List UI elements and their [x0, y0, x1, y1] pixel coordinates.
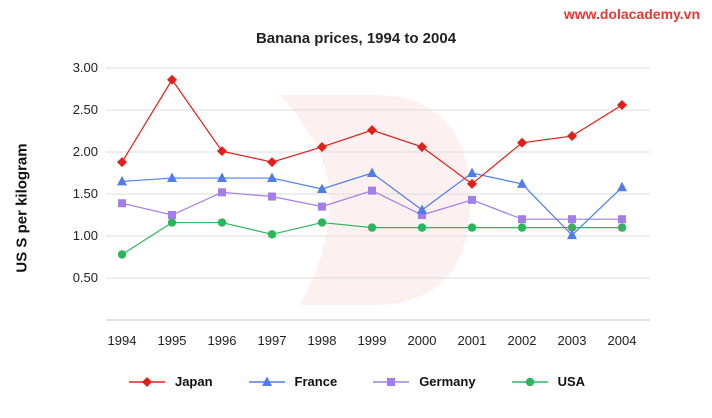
- data-point: [417, 141, 427, 152]
- legend-label: Germany: [419, 374, 476, 389]
- y-tick-labels: 3.00 2.50 2.00 1.50 1.00 0.50: [73, 60, 98, 285]
- x-tick-label: 1996: [208, 333, 237, 348]
- series-germany: [118, 186, 626, 224]
- data-point: [517, 223, 527, 232]
- legend-label: France: [294, 374, 338, 389]
- data-point: [267, 157, 277, 168]
- data-point: [568, 215, 576, 224]
- data-point: [117, 175, 127, 186]
- legend-marker-square: [387, 377, 396, 386]
- legend-item-germany: Germany: [371, 374, 476, 389]
- data-point: [517, 178, 527, 188]
- data-point: [518, 215, 526, 224]
- x-tick-label: 1995: [158, 333, 187, 348]
- data-point: [317, 141, 327, 152]
- data-point: [217, 218, 227, 227]
- legend-swatch: [248, 376, 285, 386]
- data-point: [467, 178, 477, 189]
- legend-swatch: [128, 376, 165, 387]
- data-point: [167, 218, 177, 227]
- chart-title: Banana prices, 1994 to 2004: [255, 30, 457, 47]
- legend-item-japan: Japan: [127, 374, 213, 389]
- legend-label: Japan: [174, 374, 213, 389]
- data-point: [417, 204, 427, 214]
- x-tick-label: 2003: [558, 333, 587, 348]
- data-point: [218, 188, 226, 197]
- data-point: [368, 186, 376, 195]
- data-point: [517, 137, 527, 148]
- data-point: [467, 223, 477, 232]
- data-point: [168, 211, 176, 219]
- data-point: [618, 215, 626, 224]
- y-tick-label: 1.00: [73, 228, 98, 243]
- y-tick-label: 1.50: [73, 186, 98, 201]
- data-point: [617, 181, 627, 192]
- data-point: [367, 125, 377, 136]
- data-point: [268, 192, 276, 201]
- legend-item-france: France: [247, 374, 338, 389]
- legend-marker-diamond: [141, 376, 152, 387]
- x-tick-labels: 1994 1995 1996 1997 1998 1999 2000 2001 2002 2003…: [108, 333, 637, 348]
- x-tick-label: 1997: [258, 333, 287, 348]
- data-point: [267, 230, 277, 239]
- data-point: [117, 157, 127, 168]
- x-tick-label: 2001: [458, 333, 487, 348]
- x-tick-label: 1998: [308, 333, 337, 348]
- gridlines: [106, 67, 650, 321]
- data-point: [167, 172, 177, 183]
- x-tick-label: 1999: [358, 333, 387, 348]
- data-point: [417, 223, 427, 232]
- brand-watermark: www.dolacademy.vn: [563, 6, 700, 22]
- data-point: [217, 172, 227, 183]
- series-france: [117, 167, 627, 240]
- data-point: [267, 172, 277, 183]
- data-point: [567, 223, 577, 232]
- data-point: [567, 229, 577, 240]
- data-point: [317, 218, 327, 227]
- y-tick-label: 0.50: [73, 270, 98, 285]
- data-point: [317, 183, 327, 193]
- series-usa: [117, 218, 627, 259]
- data-point: [418, 211, 426, 219]
- legend-swatch: [373, 377, 410, 386]
- background-logo-watermark: [280, 95, 470, 305]
- data-point: [617, 223, 627, 232]
- legend-item-usa: USA: [510, 374, 585, 389]
- x-tick-label: 1994: [108, 333, 137, 348]
- logo-shape: [280, 95, 470, 305]
- y-tick-label: 2.50: [73, 102, 98, 117]
- data-point: [217, 146, 227, 157]
- data-point: [117, 250, 127, 259]
- series-japan: [117, 74, 627, 189]
- data-point: [118, 199, 126, 208]
- legend-marker-circle: [525, 377, 534, 386]
- x-tick-label: 2004: [608, 333, 637, 348]
- data-point: [617, 99, 627, 110]
- data-point: [468, 195, 476, 204]
- x-tick-label: 2002: [508, 333, 537, 348]
- x-tick-label: 2000: [408, 333, 437, 348]
- legend: Japan France Germany USA: [0, 374, 712, 389]
- data-point: [318, 202, 326, 211]
- data-point: [567, 131, 577, 142]
- y-tick-label: 3.00: [73, 60, 98, 75]
- legend-marker-triangle: [261, 376, 272, 386]
- y-tick-label: 2.00: [73, 144, 98, 159]
- data-point: [167, 74, 177, 85]
- data-point: [367, 167, 377, 177]
- data-point: [467, 167, 477, 177]
- series-lines: [117, 74, 627, 259]
- legend-swatch: [511, 377, 548, 386]
- data-point: [367, 223, 377, 232]
- legend-label: USA: [557, 374, 586, 389]
